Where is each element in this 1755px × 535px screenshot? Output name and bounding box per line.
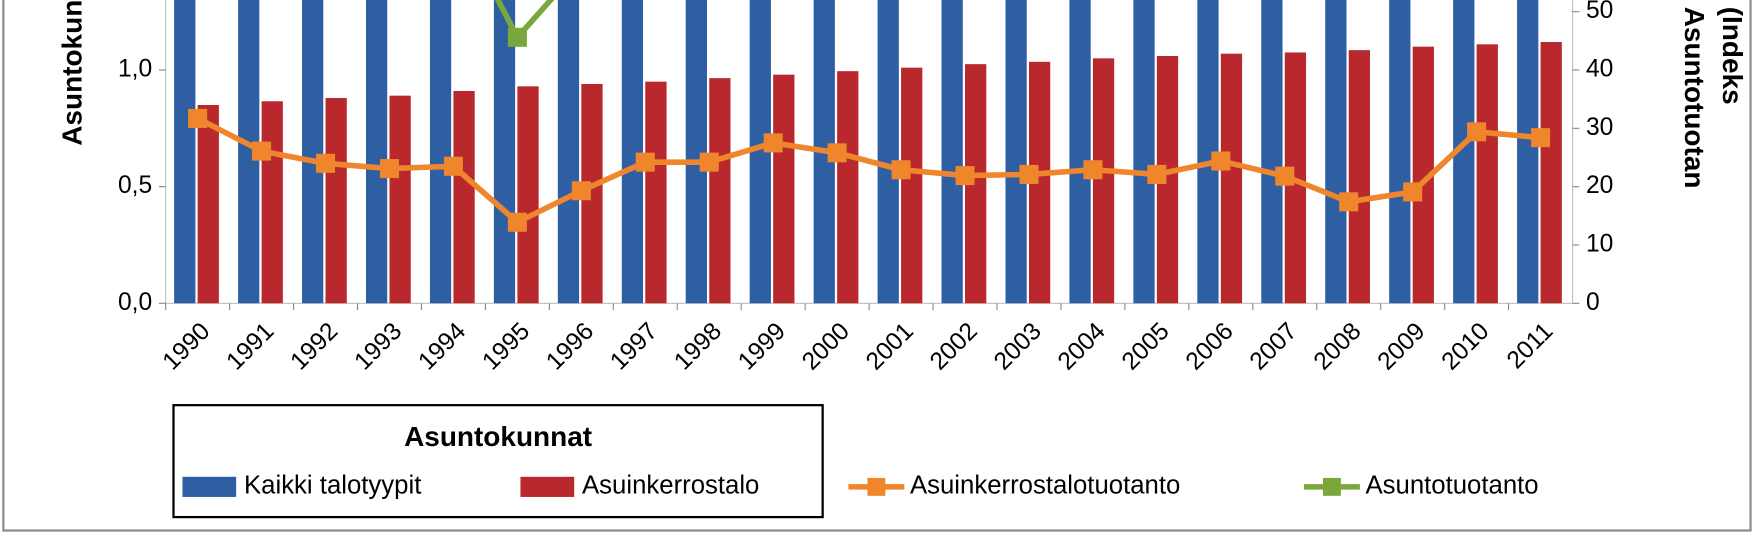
bar [1220, 53, 1243, 304]
bar [1517, 0, 1539, 304]
legend-swatch [182, 476, 237, 497]
bar [197, 104, 219, 304]
y-axis-title: Asuntokun [56, 0, 87, 146]
line [196, 115, 1541, 226]
bar [1028, 61, 1051, 304]
legend-marker [867, 477, 886, 496]
bar [1005, 0, 1027, 304]
bar [1348, 50, 1370, 304]
y2-tick-label: 20 [1586, 172, 1613, 199]
marker [1211, 151, 1231, 171]
legend-label: Asuntotuotanto [1365, 472, 1538, 500]
marker [507, 27, 527, 47]
bar [1197, 0, 1219, 304]
y2-tick-label: 30 [1586, 114, 1613, 141]
marker [252, 141, 272, 161]
marker [891, 160, 911, 180]
y2-tick-label: 10 [1586, 230, 1613, 257]
bar [365, 0, 388, 304]
marker [188, 108, 208, 128]
bar [261, 101, 283, 304]
y-tick-label: 1,0 [118, 55, 152, 82]
marker [316, 153, 336, 173]
marker [1147, 164, 1167, 184]
marker [379, 159, 399, 179]
bar [1453, 0, 1475, 304]
bar [709, 78, 731, 304]
marker [827, 143, 847, 163]
bar [685, 0, 707, 304]
marker [1531, 128, 1551, 148]
bar [1389, 0, 1411, 304]
bar [901, 67, 923, 304]
y-tick-label: 0,0 [118, 289, 152, 316]
bar [645, 81, 667, 304]
marker [1275, 166, 1295, 186]
marker [1467, 122, 1487, 142]
bar [1092, 58, 1115, 304]
legend-label: Asuinkerrostalo [582, 472, 759, 500]
legend-marker [1322, 477, 1341, 496]
y2-axis-title: Asuntotuotan [1679, 7, 1710, 189]
y2-axis-title: (Indeks [1717, 7, 1748, 105]
bar [557, 0, 580, 304]
bar [389, 95, 411, 304]
bar [1133, 0, 1155, 304]
bar [837, 71, 859, 304]
marker [1019, 164, 1039, 184]
bar [453, 90, 475, 304]
bar [1476, 44, 1498, 304]
marker [635, 152, 655, 172]
bar [429, 0, 452, 304]
y2-tick-label: 40 [1586, 55, 1613, 82]
y2-tick-label: 50 [1586, 0, 1613, 24]
bar [1261, 0, 1283, 304]
marker [763, 133, 783, 153]
bar [581, 83, 603, 304]
bar [1412, 46, 1434, 304]
bar [238, 0, 260, 304]
bar [1156, 55, 1179, 304]
bar [517, 86, 539, 304]
bar [1325, 0, 1347, 304]
marker [571, 181, 591, 201]
marker [1403, 182, 1423, 202]
bar [1540, 41, 1562, 304]
legend-label: Asuinkerrostalotuotanto [910, 472, 1180, 500]
bar [965, 64, 987, 304]
marker [699, 152, 719, 172]
marker [1083, 160, 1103, 180]
legend-box [172, 404, 824, 519]
y-tick-label: 0,5 [118, 172, 152, 199]
marker [443, 156, 463, 176]
marker [1339, 192, 1359, 212]
y2-tick-label: 0 [1586, 289, 1600, 316]
marker [955, 166, 975, 186]
bar [325, 97, 347, 304]
bar [1069, 0, 1091, 304]
plot [174, 0, 1562, 304]
bar [749, 0, 771, 304]
bar [302, 0, 324, 304]
bar [941, 0, 963, 304]
bar [773, 74, 795, 304]
bar [174, 0, 196, 304]
legend-label: Kaikki talotyypit [244, 472, 421, 500]
legend-swatch [520, 476, 575, 497]
bar [877, 0, 899, 304]
bar [621, 0, 644, 304]
legend-title: Asuntokunnat [404, 421, 592, 452]
marker [507, 212, 527, 232]
